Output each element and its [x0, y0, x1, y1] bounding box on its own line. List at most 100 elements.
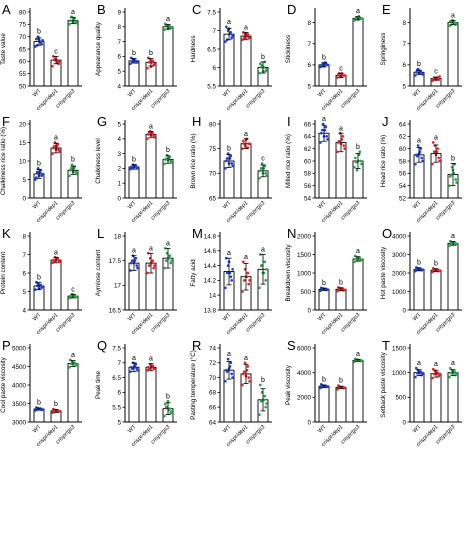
data-point — [153, 135, 156, 139]
data-point — [320, 63, 324, 67]
y-tick-label: 0 — [307, 419, 311, 426]
data-point — [224, 40, 227, 43]
bar-o-0 — [413, 268, 425, 311]
y-axis-label-j: Head rice ratio (%) — [380, 135, 387, 188]
y-tick-label: 0 — [22, 195, 26, 202]
y-tick-label: 14.2 — [204, 278, 217, 285]
significance-letter: b — [434, 260, 438, 267]
data-point — [231, 164, 234, 168]
data-point — [421, 159, 424, 163]
significance-letter: b — [37, 400, 41, 407]
data-point — [415, 371, 419, 375]
data-point — [135, 264, 139, 267]
data-point — [353, 260, 356, 264]
panel-letter-e: E — [382, 2, 391, 17]
y-tick-label: 1000 — [392, 289, 407, 296]
data-point — [168, 24, 172, 28]
data-point — [246, 365, 250, 368]
x-tick-label: crispr/gs3 — [435, 424, 457, 446]
y-axis-label-m: Fatty acid — [190, 259, 197, 287]
data-point — [336, 289, 339, 293]
data-point — [136, 60, 139, 64]
y-tick-label: 4000 — [297, 370, 312, 377]
y-tick-label: 500 — [300, 289, 311, 296]
x-tick-label: crispr/gs3 — [435, 312, 457, 334]
data-point — [36, 35, 40, 39]
y-tick-label: 2000 — [297, 395, 312, 402]
panel-e: ESpringiness5678bWTccrispr/dep1acrispr/g… — [380, 2, 462, 112]
data-point — [163, 414, 166, 418]
y-tick-label: 54 — [304, 195, 312, 202]
data-point — [153, 367, 156, 371]
data-point — [130, 166, 134, 170]
significance-letter: a — [244, 24, 248, 31]
data-point — [431, 376, 434, 380]
data-point — [264, 405, 268, 409]
data-point — [258, 253, 262, 256]
data-point — [438, 373, 441, 376]
y-tick-label: 64 — [209, 419, 217, 426]
significance-letter: a — [451, 12, 455, 19]
y-tick-label: 5.5 — [207, 83, 216, 90]
data-point — [151, 132, 155, 135]
significance-letter: b — [227, 146, 231, 153]
y-tick-label: 7 — [307, 41, 311, 48]
significance-letter: a — [417, 360, 421, 367]
data-point — [129, 370, 132, 374]
significance-letter: b — [132, 50, 136, 57]
panel-letter-p: P — [2, 338, 11, 353]
y-tick-label: 7.5 — [112, 345, 121, 352]
y-axis-label-l: Aymlose content — [95, 250, 102, 297]
y-tick-label: 14.6 — [204, 248, 217, 255]
data-point — [265, 174, 268, 178]
data-point — [68, 174, 71, 178]
data-point — [354, 257, 358, 261]
x-tick-label: WT — [32, 424, 43, 435]
significance-letter: c — [261, 155, 265, 162]
panel-d: DStickiness5678bWTccrispr/dep1acrispr/gs… — [285, 2, 367, 112]
data-point — [134, 256, 138, 260]
bar-s-2 — [352, 359, 364, 423]
y-tick-label: 60 — [19, 59, 27, 66]
data-point — [34, 37, 38, 41]
data-point — [321, 122, 325, 126]
y-tick-label: 5 — [307, 83, 311, 90]
y-tick-label: 1 — [117, 181, 121, 188]
y-tick-label: 6 — [117, 390, 121, 397]
data-point — [39, 283, 43, 287]
y-tick-label: 5 — [402, 83, 406, 90]
data-point — [419, 147, 423, 151]
panel-letter-l: L — [97, 226, 104, 241]
bar-n-2 — [352, 258, 364, 311]
panel-letter-h: H — [192, 114, 201, 129]
data-point — [168, 254, 172, 258]
y-tick-label: 8 — [307, 20, 311, 27]
data-point — [319, 289, 322, 293]
bar-k-1 — [50, 259, 62, 311]
data-point — [265, 402, 268, 405]
significance-letter: a — [244, 131, 248, 138]
significance-letter: b — [322, 280, 326, 287]
x-tick-label: WT — [127, 88, 138, 99]
data-point — [438, 159, 441, 163]
y-tick-label: 6.5 — [207, 46, 216, 53]
y-tick-label: 4000 — [12, 382, 27, 389]
y-tick-label: 72 — [209, 360, 217, 367]
x-tick-label: crispr/gs3 — [55, 200, 77, 222]
x-tick-label: WT — [317, 200, 328, 211]
x-tick-label: WT — [127, 200, 138, 211]
significance-letter: a — [339, 125, 343, 132]
data-point — [242, 36, 246, 40]
data-point — [163, 28, 166, 32]
y-tick-label: 70 — [209, 171, 217, 178]
data-point — [258, 413, 261, 416]
y-tick-label: 16.5 — [109, 307, 122, 314]
data-point — [431, 141, 435, 144]
significance-letter: b — [322, 55, 326, 62]
data-point — [355, 168, 359, 172]
data-point — [51, 64, 54, 68]
significance-letter: a — [149, 123, 153, 130]
